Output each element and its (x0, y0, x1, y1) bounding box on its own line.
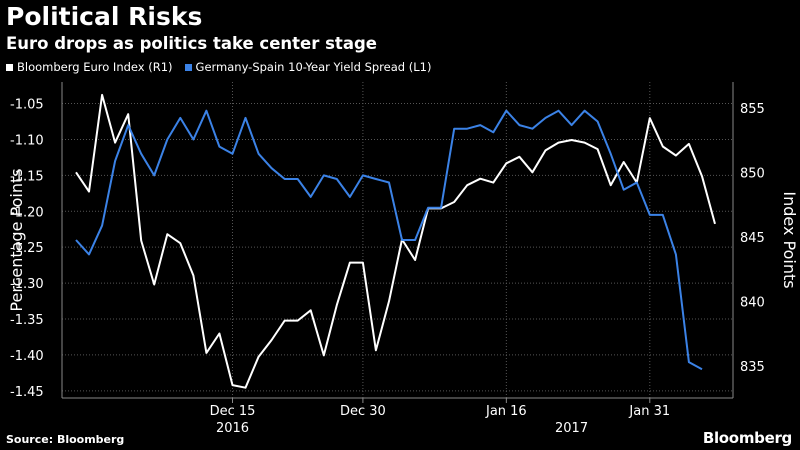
y-tick-label-right: 840 (740, 295, 765, 310)
y-tick-label-right: 855 (740, 102, 765, 117)
x-year-label: 2017 (555, 421, 588, 436)
y-axis-title-left: Percentage Points (7, 168, 26, 311)
y-tick-label-right: 850 (740, 166, 765, 181)
series-line-euro-index (75, 93, 716, 389)
legend-swatch-euro-index (6, 63, 13, 71)
y-axis-title-right: Index Points (780, 191, 799, 288)
y-tick-label-left: -1.05 (10, 98, 44, 113)
y-tick-label-right: 845 (740, 231, 765, 246)
y-tick-label-left: -1.45 (10, 385, 44, 400)
y-tick-label-left: -1.20 (10, 205, 44, 220)
legend-label-euro-index: Bloomberg Euro Index (R1) (17, 60, 173, 74)
bloomberg-logo: Bloomberg (702, 429, 792, 447)
chart-title: Political Risks (6, 2, 203, 31)
y-tick-label-left: -1.15 (10, 169, 44, 184)
legend-item-euro-index: Bloomberg Euro Index (R1) (6, 60, 173, 74)
y-tick-label-left: -1.25 (10, 241, 44, 256)
legend-item-yield-spread: Germany-Spain 10-Year Yield Spread (L1) (184, 60, 432, 74)
legend-swatch-yield-spread (184, 63, 192, 71)
source-note: Source: Bloomberg (6, 433, 125, 446)
legend: Bloomberg Euro Index (R1) Germany-Spain … (6, 60, 443, 74)
x-tick-label: Dec 30 (340, 404, 386, 419)
chart-subtitle: Euro drops as politics take center stage (6, 34, 377, 53)
y-tick-label-left: -1.35 (10, 313, 44, 328)
y-tick-label-left: -1.30 (10, 277, 44, 292)
y-tick-label-right: 835 (740, 360, 765, 375)
y-tick-label-left: -1.40 (10, 349, 44, 364)
legend-label-yield-spread: Germany-Spain 10-Year Yield Spread (L1) (195, 60, 432, 74)
x-tick-label: Jan 16 (485, 404, 527, 419)
series-line-yield-spread (75, 109, 703, 371)
y-tick-label-left: -1.10 (10, 133, 44, 148)
x-tick-label: Dec 15 (210, 404, 256, 419)
x-tick-label: Jan 31 (628, 404, 670, 419)
x-year-label: 2016 (216, 421, 249, 436)
